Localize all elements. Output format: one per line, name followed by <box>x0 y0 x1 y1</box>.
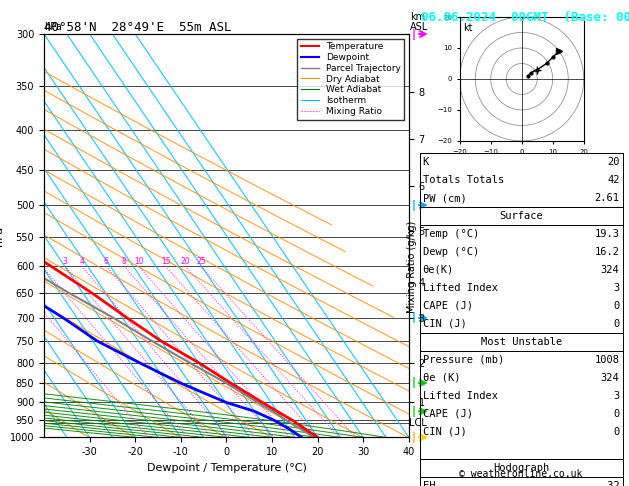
Text: Surface: Surface <box>499 211 543 221</box>
Text: Pressure (mb): Pressure (mb) <box>423 355 504 365</box>
Text: 3: 3 <box>613 391 620 401</box>
Text: 0: 0 <box>613 409 620 419</box>
Text: 1008: 1008 <box>594 355 620 365</box>
X-axis label: Dewpoint / Temperature (°C): Dewpoint / Temperature (°C) <box>147 463 306 473</box>
Text: 324: 324 <box>601 373 620 383</box>
Text: CAPE (J): CAPE (J) <box>423 301 472 311</box>
Text: PW (cm): PW (cm) <box>423 193 467 203</box>
Text: © weatheronline.co.uk: © weatheronline.co.uk <box>459 469 583 479</box>
Text: Lifted Index: Lifted Index <box>423 391 498 401</box>
Text: 0: 0 <box>613 319 620 329</box>
Text: 4: 4 <box>79 257 84 266</box>
Y-axis label: hPa: hPa <box>0 226 4 246</box>
Text: |: | <box>412 312 416 323</box>
Text: |: | <box>412 432 416 443</box>
Text: 324: 324 <box>601 265 620 275</box>
Text: Mixing Ratio (g/kg): Mixing Ratio (g/kg) <box>407 221 417 313</box>
Text: 06.06.2024  00GMT  (Base: 00): 06.06.2024 00GMT (Base: 00) <box>421 11 629 24</box>
Text: CAPE (J): CAPE (J) <box>423 409 472 419</box>
Text: Totals Totals: Totals Totals <box>423 175 504 185</box>
Text: 0: 0 <box>613 427 620 437</box>
Text: |: | <box>412 378 416 388</box>
Text: 20: 20 <box>181 257 190 266</box>
Text: Hodograph: Hodograph <box>493 463 549 473</box>
Text: θe(K): θe(K) <box>423 265 454 275</box>
Text: 3: 3 <box>613 283 620 293</box>
Text: Most Unstable: Most Unstable <box>481 337 562 347</box>
Text: |: | <box>412 406 416 417</box>
Text: 0: 0 <box>613 301 620 311</box>
Text: 6: 6 <box>104 257 109 266</box>
Text: kt: kt <box>463 23 472 33</box>
Text: 3: 3 <box>62 257 67 266</box>
Legend: Temperature, Dewpoint, Parcel Trajectory, Dry Adiabat, Wet Adiabat, Isotherm, Mi: Temperature, Dewpoint, Parcel Trajectory… <box>297 38 404 120</box>
Text: CIN (J): CIN (J) <box>423 427 467 437</box>
Text: 42: 42 <box>607 175 620 185</box>
Text: CIN (J): CIN (J) <box>423 319 467 329</box>
Text: θe (K): θe (K) <box>423 373 460 383</box>
Text: 25: 25 <box>196 257 206 266</box>
Text: |: | <box>412 29 416 39</box>
Text: -32: -32 <box>601 481 620 486</box>
Text: EH: EH <box>423 481 435 486</box>
Text: 10: 10 <box>134 257 143 266</box>
Text: Lifted Index: Lifted Index <box>423 283 498 293</box>
Text: 20: 20 <box>607 157 620 167</box>
Text: km
ASL: km ASL <box>410 12 428 32</box>
Text: Temp (°C): Temp (°C) <box>423 229 479 239</box>
Text: 19.3: 19.3 <box>594 229 620 239</box>
Text: 16.2: 16.2 <box>594 247 620 257</box>
Text: 15: 15 <box>161 257 170 266</box>
Text: 2.61: 2.61 <box>594 193 620 203</box>
Text: K: K <box>423 157 429 167</box>
Text: |: | <box>412 200 416 210</box>
Text: hPa: hPa <box>44 21 62 32</box>
Text: Dewp (°C): Dewp (°C) <box>423 247 479 257</box>
Text: 8: 8 <box>122 257 127 266</box>
Text: 40°58'N  28°49'E  55m ASL: 40°58'N 28°49'E 55m ASL <box>44 21 231 34</box>
Text: LCL: LCL <box>409 418 426 428</box>
